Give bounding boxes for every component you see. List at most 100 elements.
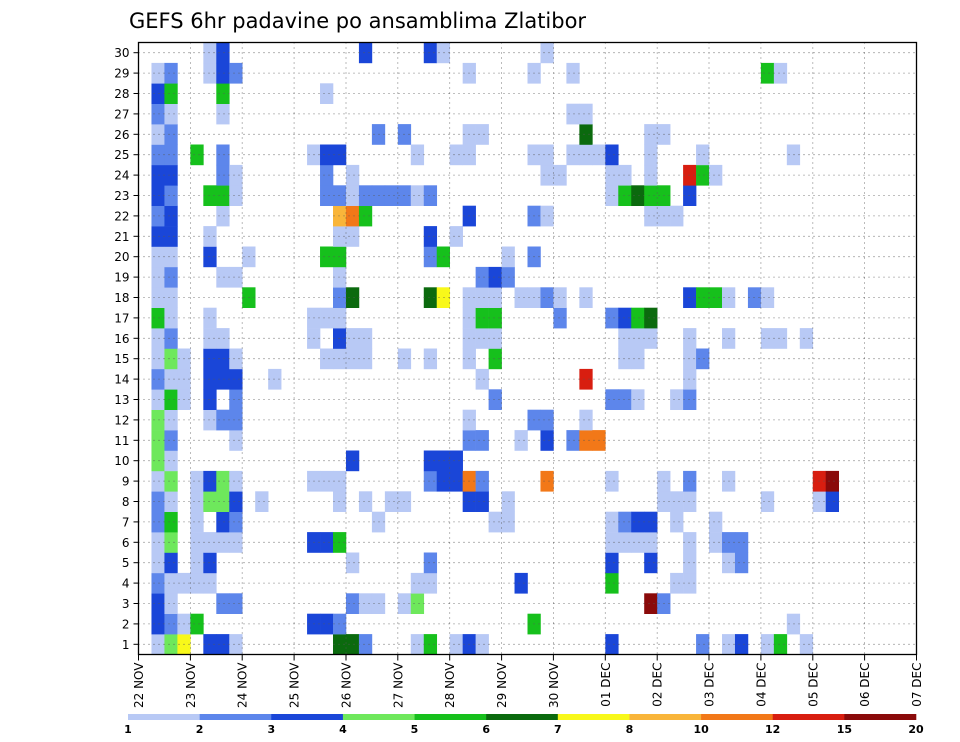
heatmap-cell: [164, 532, 178, 553]
colorbar-swatch: [629, 714, 702, 720]
x-tick-label: 24 NOV: [236, 662, 250, 708]
y-tick-label: 7: [122, 515, 130, 529]
heatmap-cell: [358, 185, 373, 206]
heatmap-cell: [216, 185, 230, 206]
heatmap-cell: [164, 552, 178, 574]
heatmap-cell: [786, 613, 801, 635]
heatmap-cell: [216, 470, 230, 492]
heatmap-cell: [553, 307, 567, 329]
heatmap-cell: [203, 470, 217, 492]
heatmap-cell: [618, 389, 632, 410]
heatmap-cell: [216, 511, 230, 533]
heatmap-cell: [203, 42, 217, 64]
heatmap-cell: [423, 287, 438, 308]
y-tick-label: 22: [114, 209, 129, 223]
heatmap-cell: [203, 368, 217, 390]
heatmap-cell: [631, 328, 645, 349]
heatmap-cell: [229, 348, 243, 370]
heatmap-cell: [229, 62, 243, 84]
heatmap-cell: [631, 389, 645, 410]
colorbar-label: 1: [124, 723, 132, 736]
heatmap-cell: [190, 532, 204, 553]
heatmap-cell: [605, 552, 619, 574]
heatmap-cell: [164, 185, 178, 206]
y-tick-label: 14: [114, 373, 129, 387]
colorbar-label: 15: [837, 723, 852, 736]
colorbar-label: 20: [908, 723, 924, 736]
colorbar-swatch: [199, 714, 272, 720]
heatmap-cell: [320, 185, 334, 206]
heatmap-cell: [683, 552, 697, 574]
heatmap-cell: [488, 328, 502, 349]
heatmap-cell: [151, 552, 165, 574]
heatmap-cell: [229, 368, 243, 390]
heatmap-cell: [151, 430, 165, 451]
heatmap-cell: [501, 266, 515, 288]
heatmap-cell: [514, 287, 528, 308]
y-tick-label: 4: [122, 577, 130, 591]
heatmap-cell: [631, 307, 645, 329]
heatmap-cell: [358, 634, 373, 655]
y-axis: 1234567891011121314151617181920212223242…: [114, 46, 139, 652]
heatmap-cell: [540, 430, 554, 451]
colorbar-label: 2: [196, 723, 204, 736]
heatmap-cell: [216, 368, 230, 390]
heatmap-cell: [475, 470, 489, 492]
heatmap-cell: [423, 552, 438, 574]
heatmap-cell: [229, 532, 243, 553]
heatmap-cell: [618, 532, 632, 553]
heatmap-cell: [449, 470, 463, 492]
heatmap-cell: [358, 205, 373, 227]
heatmap-cell: [164, 511, 178, 533]
heatmap-cell: [203, 409, 217, 431]
heatmap-cell: [333, 532, 347, 553]
heatmap-cell: [501, 246, 515, 268]
heatmap-cell: [540, 205, 554, 227]
heatmap-cell: [151, 491, 165, 512]
colorbar-swatch: [271, 714, 344, 720]
heatmap-cell: [151, 185, 165, 206]
heatmap-cell: [151, 307, 165, 329]
heatmap-cell: [164, 613, 178, 635]
heatmap-cell: [683, 185, 697, 206]
heatmap-cell: [605, 164, 619, 186]
heatmap-cell: [203, 246, 217, 268]
colorbar-label: 6: [482, 723, 490, 736]
heatmap-cell: [164, 470, 178, 492]
heatmap-cell: [216, 532, 230, 553]
heatmap-cell: [345, 552, 360, 574]
heatmap-cell: [333, 287, 347, 308]
heatmap-cell: [514, 430, 528, 451]
heatmap-cell: [320, 532, 334, 553]
heatmap-cell: [203, 572, 217, 594]
heatmap-cell: [203, 491, 217, 512]
y-tick-label: 6: [122, 536, 130, 550]
heatmap-cell: [410, 634, 425, 655]
heatmap-cell: [540, 409, 554, 431]
y-tick-label: 9: [122, 475, 130, 489]
heatmap-cell: [216, 103, 230, 125]
y-tick-label: 24: [114, 169, 129, 183]
heatmap-cell: [384, 185, 399, 206]
y-tick-label: 23: [114, 189, 129, 203]
heatmap-cell: [696, 634, 710, 655]
y-tick-label: 5: [122, 556, 130, 570]
heatmap-cell: [164, 246, 178, 268]
y-tick-label: 1: [122, 638, 130, 652]
y-tick-label: 8: [122, 495, 130, 509]
heatmap-cell: [644, 144, 658, 166]
heatmap-cell: [410, 185, 425, 206]
heatmap-cell: [203, 328, 217, 349]
heatmap-cell: [384, 491, 399, 512]
heatmap-cell: [488, 307, 502, 329]
heatmap-cell: [475, 328, 489, 349]
heatmap-cell: [229, 266, 243, 288]
heatmap-cell: [683, 572, 697, 594]
heatmap-cell: [190, 511, 204, 533]
heatmap-cell: [760, 62, 775, 84]
heatmap-cell: [151, 368, 165, 390]
heatmap-cell: [345, 287, 360, 308]
heatmap-cell: [773, 62, 788, 84]
heatmap-cell: [644, 124, 658, 145]
